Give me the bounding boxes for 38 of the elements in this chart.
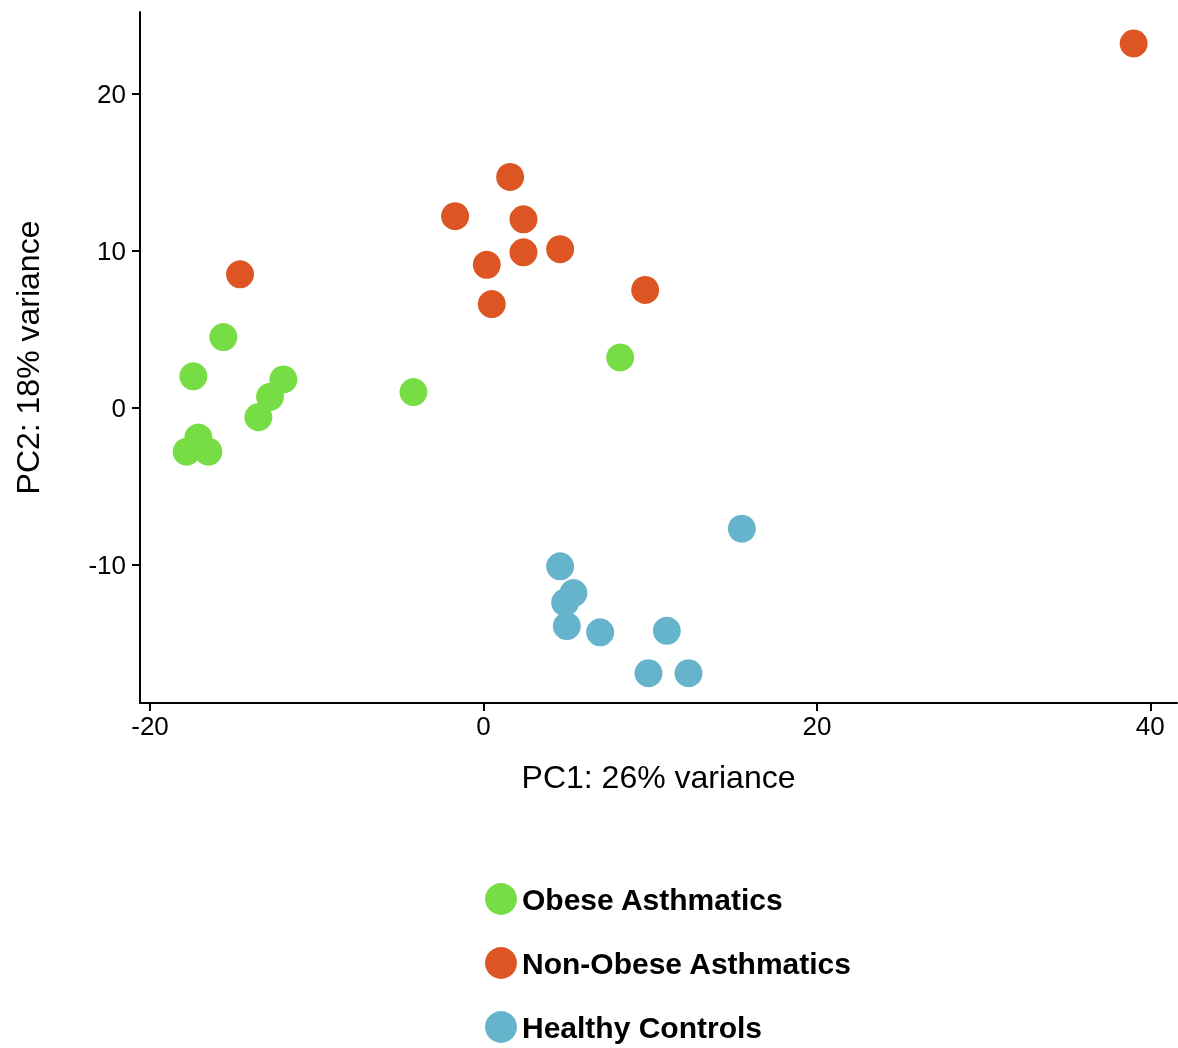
y-axis-title: PC2: 18% variance — [10, 220, 46, 495]
point — [509, 238, 538, 267]
point — [399, 378, 428, 407]
y-tick-label: 20 — [97, 78, 126, 109]
x-tick-label: 0 — [476, 711, 491, 741]
legend-label: Non-Obese Asthmatics — [522, 946, 851, 980]
point — [244, 403, 273, 432]
point — [727, 514, 756, 543]
y-tick-label: -10 — [88, 549, 126, 580]
point — [586, 618, 615, 647]
point — [631, 275, 660, 304]
point — [552, 612, 581, 641]
x-tick-label: 40 — [1135, 711, 1165, 741]
point — [472, 250, 501, 279]
legend-label: Healthy Controls — [522, 1010, 763, 1044]
point — [634, 659, 663, 688]
legend-label: Obese Asthmatics — [522, 882, 783, 916]
point — [477, 290, 506, 319]
point — [256, 382, 285, 411]
point — [496, 162, 525, 191]
point — [652, 616, 681, 645]
point — [1119, 29, 1148, 58]
point — [194, 437, 223, 466]
x-tick-label: 20 — [802, 711, 832, 741]
point — [509, 205, 538, 234]
x-axis-title: PC1: 26% variance — [521, 759, 796, 795]
point — [546, 552, 575, 581]
point — [559, 579, 588, 608]
point — [606, 343, 635, 372]
x-tick-label: -20 — [131, 711, 169, 741]
y-tick-label: 10 — [97, 235, 126, 266]
point — [209, 323, 238, 352]
point — [441, 202, 470, 231]
point — [546, 235, 575, 264]
point — [674, 659, 703, 688]
y-tick-label: 0 — [111, 392, 126, 423]
point — [179, 362, 208, 391]
point — [226, 260, 255, 289]
